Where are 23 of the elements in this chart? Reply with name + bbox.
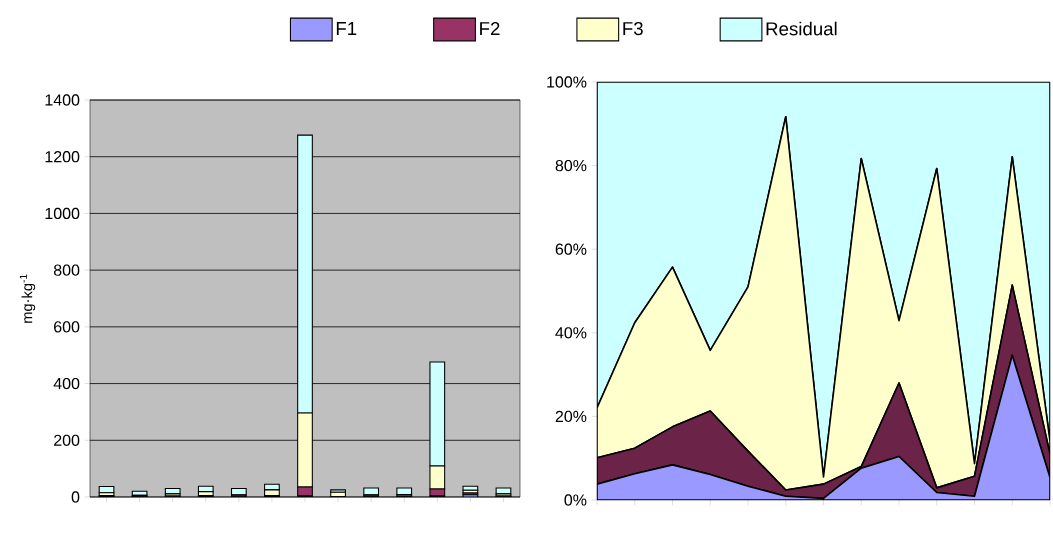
- y-tick-label: 1200: [45, 151, 80, 163]
- bar: [297, 412, 313, 488]
- y-tick-label: 1000: [45, 207, 80, 220]
- y-tick-label: 600: [54, 321, 80, 333]
- y-tick-label: 20%: [555, 410, 587, 423]
- legend-label: F2: [480, 21, 500, 35]
- y-tick-label: 0%: [564, 494, 587, 506]
- bar: [429, 488, 446, 497]
- legend-label: Residual: [766, 21, 837, 36]
- y-tick-label: 0: [71, 491, 80, 503]
- y-tick-label: 800: [53, 264, 80, 276]
- y-axis-title: mg·kg$^{-1}$: [19, 274, 36, 323]
- y-tick-label: 40%: [555, 327, 587, 339]
- y-tick-label: 60%: [555, 243, 587, 255]
- y-tick-label: 1400: [45, 94, 80, 106]
- legend-label: F3: [623, 21, 643, 36]
- y-tick-label: 100%: [547, 76, 587, 88]
- y-tick-label: 80%: [555, 159, 587, 172]
- bar: [330, 489, 346, 493]
- bar: [297, 486, 313, 497]
- y-tick-label: 400: [53, 377, 80, 390]
- y-tick-label: 200: [54, 434, 80, 446]
- legend-label: F1: [336, 22, 357, 35]
